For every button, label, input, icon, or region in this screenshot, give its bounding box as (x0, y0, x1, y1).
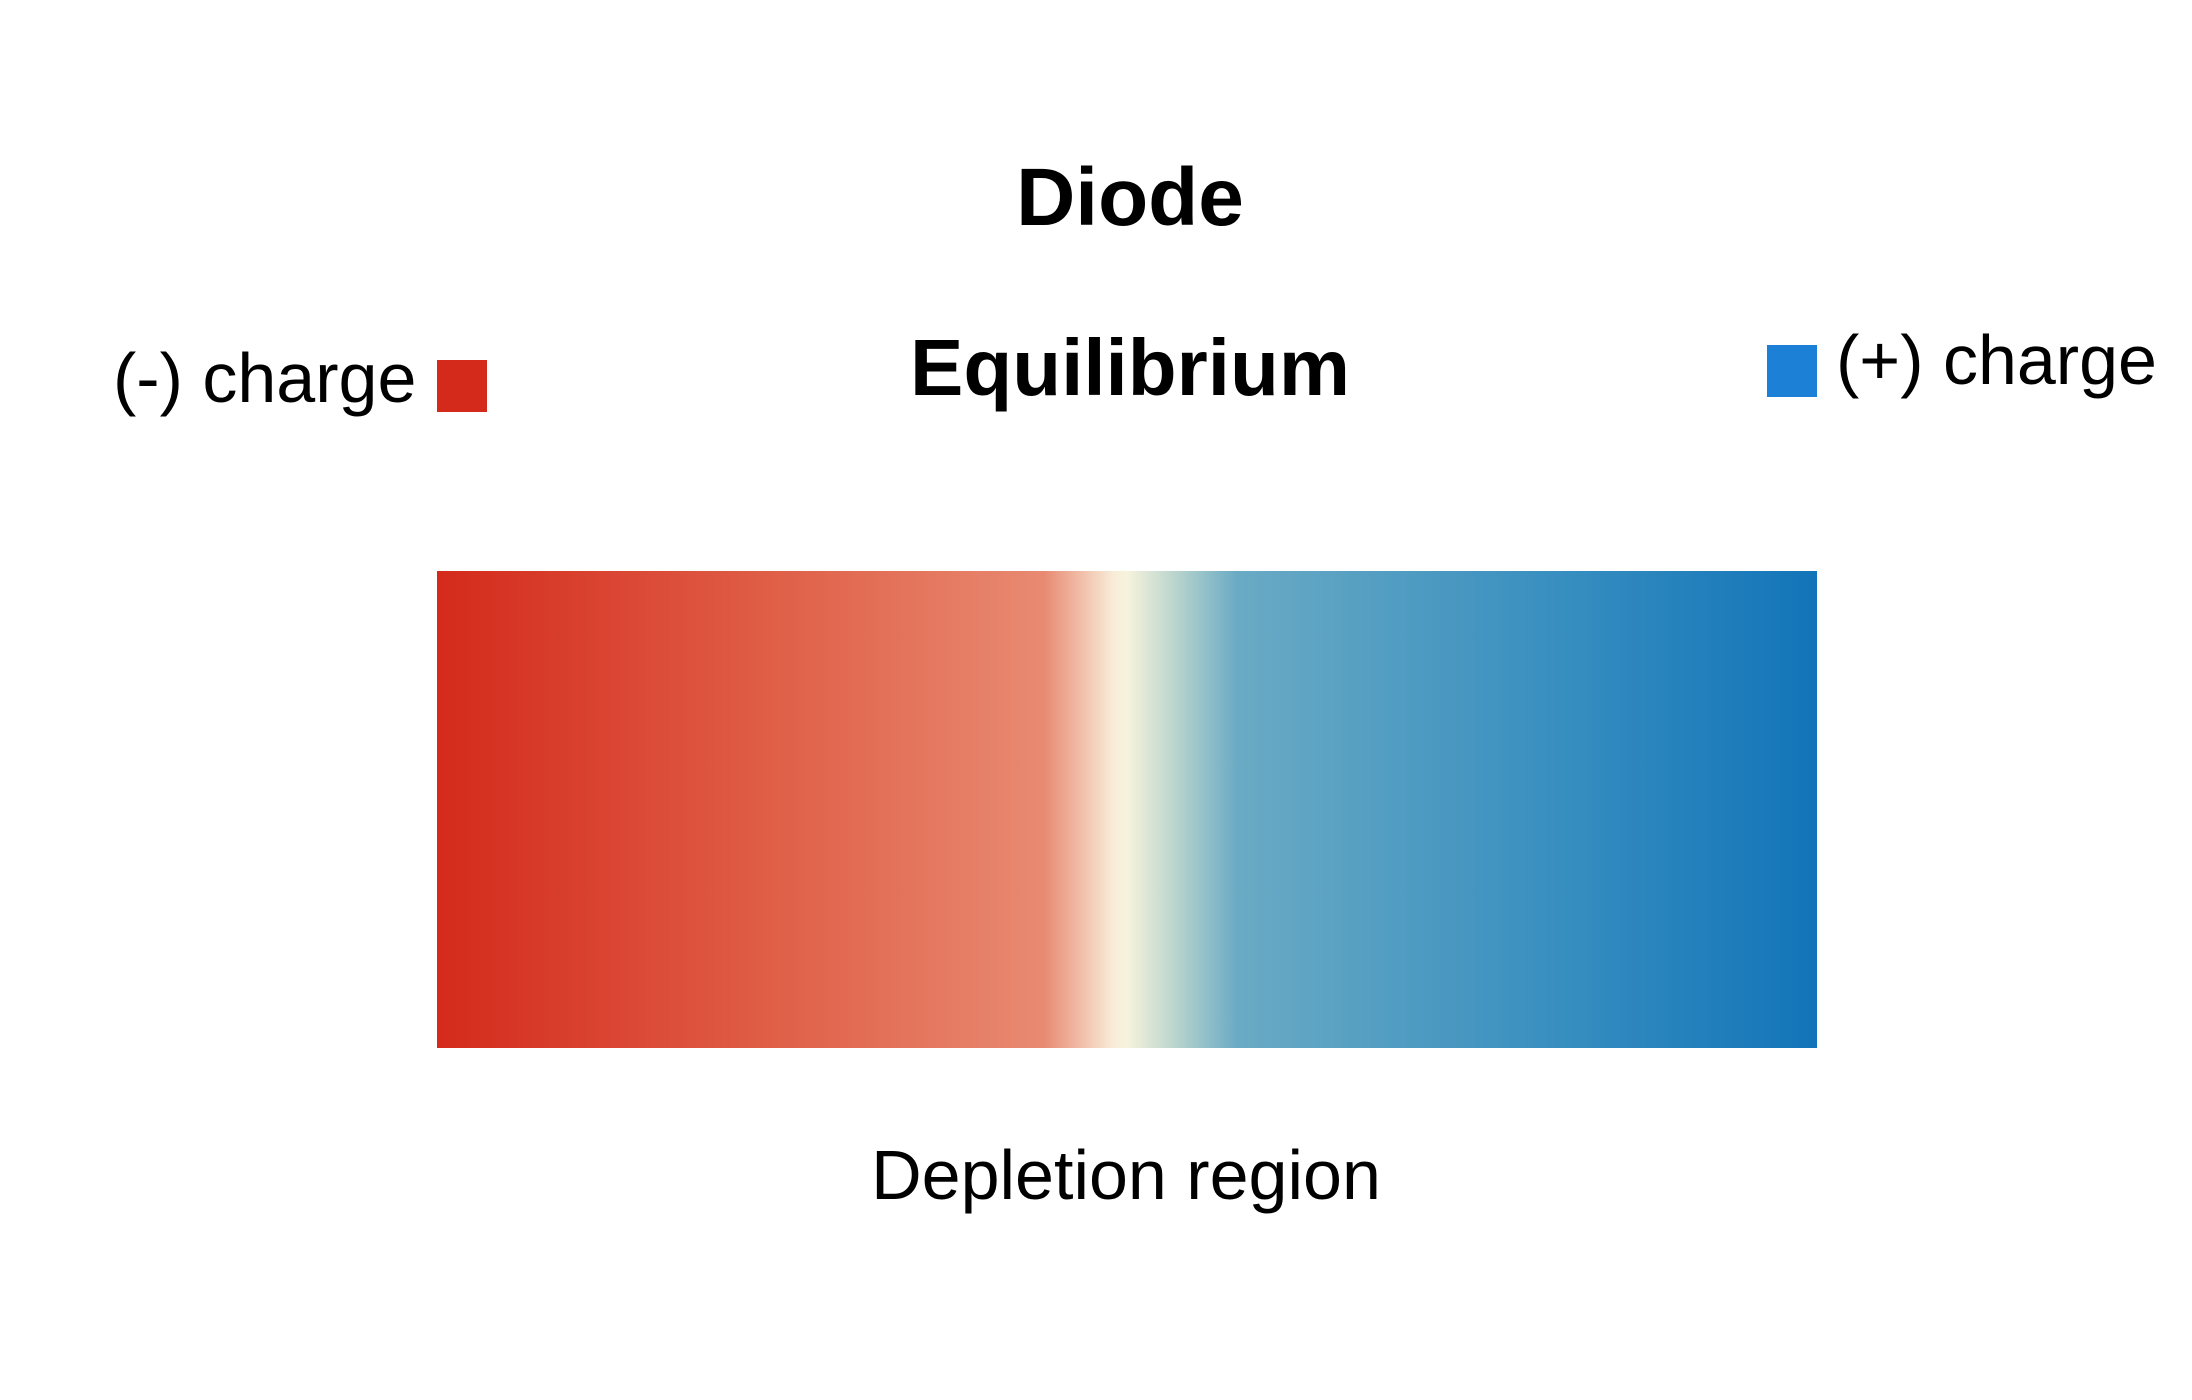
positive-charge-legend-label: (+) charge (1836, 321, 2157, 399)
depletion-region-label: Depletion region (871, 1136, 1381, 1214)
diagram-subtitle: Equilibrium (910, 323, 1350, 412)
positive-charge-swatch (1767, 345, 1817, 397)
negative-charge-legend-label: (-) charge (113, 339, 417, 417)
diagram-title: Diode (1016, 152, 1244, 243)
depletion-gradient-bar (437, 571, 1817, 1048)
negative-charge-swatch (437, 360, 487, 412)
